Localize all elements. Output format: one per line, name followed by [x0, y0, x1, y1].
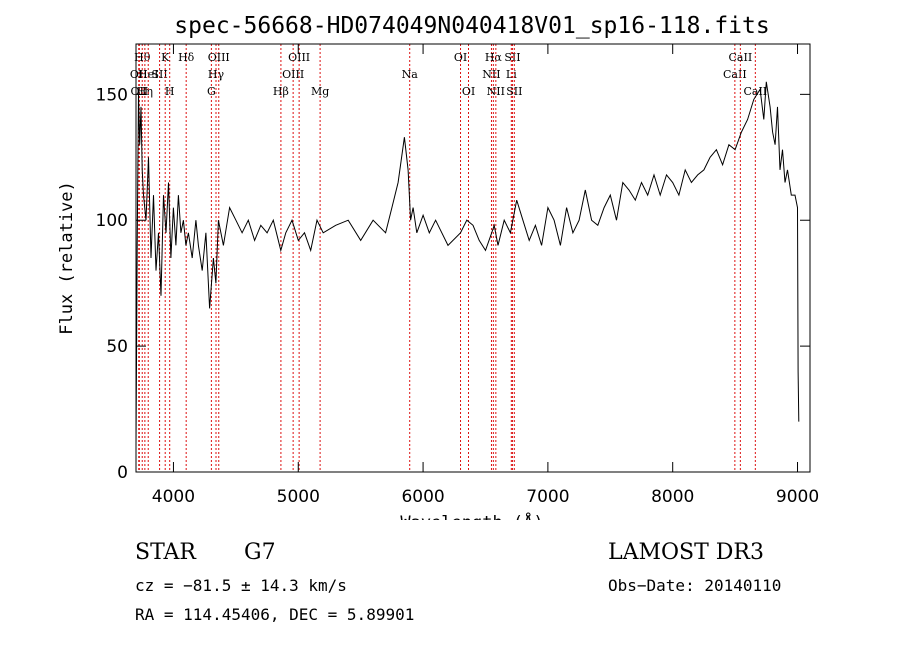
redshift-cz: cz = −81.5 ± 14.3 km/s: [135, 576, 347, 595]
line-label-4: HeI: [138, 68, 158, 81]
line-label-18: OI: [462, 85, 475, 98]
line-label-12: Hβ: [273, 85, 289, 98]
chart-title: spec-56668-HD074049N040418V01_sp16-118.f…: [174, 13, 769, 39]
line-label-13: OIII: [282, 68, 304, 81]
line-label-3: Hη: [137, 85, 153, 98]
line-label-14: OIII: [288, 51, 310, 64]
line-label-7: H: [165, 85, 175, 98]
object-class: STAR: [135, 540, 196, 565]
subclass: G7: [244, 540, 276, 565]
flux-series-line: [135, 81, 800, 447]
line-label-26: CaII: [729, 51, 753, 64]
y-tick-label-0: 0: [117, 463, 128, 483]
spectrum-chart: spec-56668-HD074049N040418V01_sp16-118.f…: [57, 13, 819, 520]
line-label-9: G: [207, 85, 216, 98]
line-label-15: Mg: [311, 85, 329, 98]
line-label-21: NII: [487, 85, 505, 98]
x-tick-label-5: 9000: [776, 487, 819, 507]
line-label-16: Na: [402, 68, 419, 81]
x-axis-label: Wavelength (Å): [400, 511, 543, 520]
line-label-23: SII: [504, 51, 520, 64]
observation-date: Obs−Date: 20140110: [608, 576, 782, 595]
coordinates: RA = 114.45406, DEC = 5.89901: [135, 605, 415, 624]
line-label-25: CaII: [723, 68, 747, 81]
x-tick-label-4: 8000: [651, 487, 694, 507]
line-label-24: SII: [506, 85, 522, 98]
line-label-17: OI: [454, 51, 467, 64]
x-tick-label-3: 7000: [526, 487, 569, 507]
y-tick-label-1: 50: [106, 337, 128, 357]
line-label-5: SII: [151, 68, 167, 81]
y-tick-label-3: 150: [96, 85, 128, 105]
x-tick-label-2: 6000: [401, 487, 444, 507]
survey-name: LAMOST DR3: [608, 540, 764, 565]
line-label-22: Li: [506, 68, 517, 81]
line-label-10: Hγ: [208, 68, 225, 81]
emission-line-markers: OIIOIIHθHηHeISIIKHHδGHγOIIIHβOIIIOIIIMgN…: [130, 44, 767, 472]
line-label-11: OIII: [208, 51, 230, 64]
line-label-8: Hδ: [178, 51, 195, 64]
line-label-20: Hα: [485, 51, 503, 64]
line-label-0: OII: [130, 68, 148, 81]
y-axis-label: Flux (relative): [57, 181, 77, 335]
x-tick-label-1: 5000: [277, 487, 320, 507]
line-label-6: K: [161, 51, 170, 64]
line-label-19: NII: [482, 68, 500, 81]
y-tick-label-2: 100: [96, 211, 128, 231]
axis-ticks: 4000 5000 6000 7000 8000 9000 0 50 100 150: [96, 44, 819, 507]
plot-frame: [135, 43, 811, 473]
line-label-2: Hθ: [134, 51, 151, 64]
x-tick-label-0: 4000: [152, 487, 195, 507]
